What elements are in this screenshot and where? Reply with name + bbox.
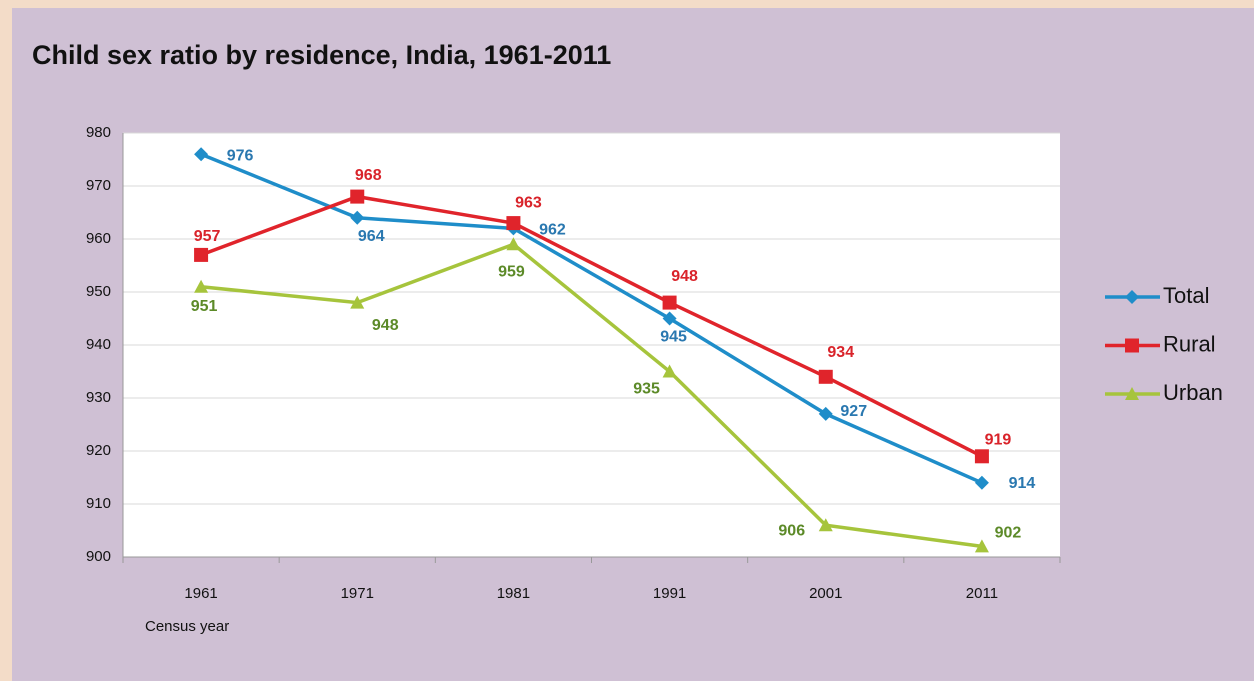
y-tick-label: 980 (86, 124, 111, 141)
data-label: 919 (985, 432, 1012, 449)
data-label: 934 (827, 344, 854, 361)
marker (974, 539, 989, 553)
y-tick-label: 900 (86, 548, 111, 565)
legend-label: Urban (1163, 380, 1223, 405)
series-line (200, 242, 983, 549)
marker (194, 279, 209, 293)
data-label: 906 (778, 522, 805, 539)
marker (506, 216, 521, 231)
marker (662, 311, 677, 326)
marker (194, 147, 209, 162)
x-tick-label: 1981 (497, 585, 530, 602)
x-tick-label: 1961 (184, 585, 217, 602)
legend-label: Total (1163, 283, 1209, 308)
data-label: 902 (995, 525, 1022, 542)
y-tick-label: 910 (86, 495, 111, 512)
marker (194, 247, 209, 262)
marker (662, 295, 677, 310)
y-tick-label: 960 (86, 230, 111, 247)
marker (818, 406, 833, 421)
y-tick-label: 920 (86, 442, 111, 459)
chart-title: Child sex ratio by residence, India, 196… (32, 40, 611, 70)
y-tick-label: 930 (86, 389, 111, 406)
marker (818, 518, 833, 532)
marker (350, 210, 365, 225)
x-tick-label: 1991 (653, 585, 686, 602)
marker (662, 364, 677, 378)
marker (1125, 290, 1139, 304)
data-label: 964 (358, 228, 385, 245)
marker (350, 295, 365, 309)
data-label: 927 (840, 403, 867, 420)
data-label: 957 (194, 228, 221, 245)
data-label: 959 (498, 264, 525, 281)
data-label: 948 (372, 317, 399, 334)
marker (1125, 338, 1139, 353)
data-label: 968 (355, 167, 382, 184)
y-tick-label: 970 (86, 177, 111, 194)
x-axis-label: Census year (145, 618, 229, 635)
data-label: 962 (539, 222, 566, 239)
marker (350, 189, 365, 204)
marker (974, 475, 989, 490)
x-tick-label: 2011 (966, 585, 998, 602)
x-tick-label: 1971 (341, 585, 374, 602)
data-label: 951 (191, 298, 218, 315)
data-label: 914 (1009, 475, 1036, 492)
x-tick-label: 2001 (809, 585, 842, 602)
series-line (200, 194, 983, 458)
marker (818, 369, 833, 384)
data-label: 976 (227, 147, 254, 164)
data-label: 935 (633, 381, 660, 398)
data-label: 945 (660, 329, 687, 346)
marker (974, 449, 989, 464)
marker (506, 237, 521, 251)
legend-label: Rural (1163, 331, 1216, 356)
data-label: 963 (515, 194, 542, 211)
data-label: 948 (671, 268, 698, 285)
y-tick-label: 940 (86, 336, 111, 353)
y-tick-label: 950 (86, 283, 111, 300)
marker (1125, 387, 1139, 400)
